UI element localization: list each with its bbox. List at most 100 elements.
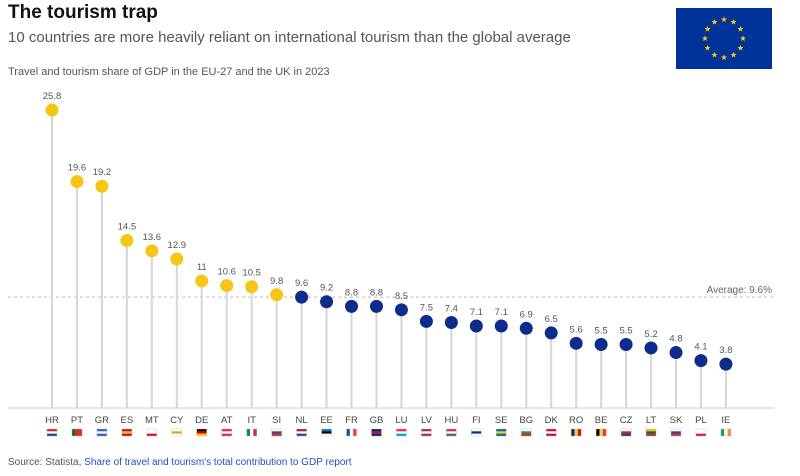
- flag-star: [720, 16, 728, 23]
- flag-star: [730, 51, 737, 58]
- tick-label-hr: HR: [45, 415, 59, 426]
- point-nl: [295, 290, 309, 304]
- eu-flag-icon: [676, 8, 772, 69]
- point-fi: [469, 319, 483, 333]
- flag-lt-icon: [645, 428, 657, 437]
- chart-subtitle: 10 countries are more heavily reliant on…: [8, 29, 571, 46]
- average-label: Average: 9.6%: [707, 285, 773, 296]
- point-de: [195, 274, 209, 288]
- tick-label-de: DE: [195, 415, 208, 426]
- flag-star: [730, 18, 737, 25]
- value-label-it: 10.5: [242, 268, 261, 279]
- tick-label-lv: LV: [421, 415, 433, 426]
- flag-star: [737, 44, 744, 51]
- flag-dk-icon: [546, 428, 557, 437]
- point-lv: [419, 314, 433, 328]
- tick-label-be: BE: [595, 415, 608, 426]
- value-label-nl: 9.6: [295, 278, 308, 289]
- tick-label-it: IT: [247, 415, 256, 426]
- flag-fr-icon: [346, 428, 357, 437]
- flag-at-icon: [221, 428, 232, 437]
- tick-label-bg: BG: [519, 415, 533, 426]
- source-prefix: Source: Statista,: [8, 457, 82, 468]
- value-label-pl: 4.1: [694, 342, 707, 353]
- tick-label-mt: MT: [145, 415, 159, 426]
- point-ee: [320, 295, 334, 309]
- value-label-mt: 13.6: [143, 232, 162, 243]
- tick-label-lu: LU: [395, 415, 407, 426]
- tick-label-dk: DK: [545, 415, 559, 426]
- tick-label-ie: IE: [721, 415, 730, 426]
- point-lt: [644, 341, 658, 355]
- flag-ro-icon: [570, 428, 582, 437]
- value-label-de: 11: [197, 262, 207, 273]
- flag-de-icon: [196, 428, 207, 437]
- point-bg: [519, 321, 533, 335]
- flag-ie-icon: [720, 428, 732, 437]
- point-ro: [569, 336, 583, 350]
- point-se: [494, 319, 508, 333]
- chart-description: Travel and tourism share of GDP in the E…: [8, 66, 330, 78]
- point-fr: [345, 299, 359, 313]
- value-label-ee: 9.2: [320, 283, 333, 294]
- flag-pl-icon: [695, 428, 707, 437]
- tick-label-lt: LT: [646, 415, 657, 426]
- tick-label-cy: CY: [170, 415, 184, 426]
- point-pl: [694, 354, 708, 368]
- value-label-lu: 8.5: [395, 291, 408, 302]
- point-hr: [45, 103, 59, 117]
- value-label-ro: 5.6: [570, 324, 583, 335]
- flag-hr-icon: [46, 428, 58, 437]
- value-label-sk: 4.8: [669, 334, 682, 345]
- value-label-be: 5.5: [595, 325, 608, 336]
- flag-gb-icon: [371, 428, 382, 437]
- tick-label-cz: CZ: [620, 415, 633, 426]
- point-gb: [369, 299, 383, 313]
- flag-es-icon: [121, 428, 133, 437]
- tick-label-pt: PT: [71, 415, 83, 426]
- tick-label-gb: GB: [370, 415, 384, 426]
- flag-fi-icon: [471, 428, 482, 437]
- tick-label-fr: FR: [345, 415, 358, 426]
- point-es: [120, 234, 134, 248]
- value-label-lv: 7.5: [420, 302, 433, 313]
- tick-label-gr: GR: [95, 415, 109, 426]
- value-label-gr: 19.2: [93, 167, 112, 178]
- tick-label-nl: NL: [296, 415, 308, 426]
- point-sk: [669, 346, 683, 360]
- value-label-hr: 25.8: [43, 91, 62, 102]
- point-cz: [619, 337, 633, 351]
- chart-title: The tourism trap: [8, 2, 158, 23]
- flag-si-icon: [271, 428, 282, 437]
- flag-nl-icon: [296, 428, 307, 437]
- flag-cy-icon: [171, 428, 183, 437]
- tick-label-at: AT: [221, 415, 233, 426]
- value-label-gb: 8.8: [370, 287, 383, 298]
- value-label-fr: 8.8: [345, 287, 358, 298]
- value-label-lt: 5.2: [644, 329, 657, 340]
- flag-cz-icon: [620, 428, 632, 437]
- flag-be-icon: [595, 428, 607, 437]
- point-mt: [145, 244, 159, 258]
- tick-label-fi: FI: [472, 415, 480, 426]
- flag-mt-icon: [146, 428, 158, 437]
- tick-label-se: SE: [495, 415, 508, 426]
- value-label-bg: 6.9: [520, 309, 533, 320]
- flag-se-icon: [496, 428, 507, 437]
- flag-it-icon: [246, 428, 257, 437]
- lollipop-chart: Average: 9.6% 25.8 19.6 19.2 14.5 13.6 12.9 11…: [8, 91, 775, 437]
- value-label-cy: 12.9: [168, 240, 187, 251]
- point-pt: [70, 175, 84, 189]
- value-label-fi: 7.1: [470, 307, 483, 318]
- point-gr: [95, 179, 109, 193]
- value-label-pt: 19.6: [68, 163, 87, 174]
- tick-label-pl: PL: [695, 415, 707, 426]
- tick-label-si: SI: [272, 415, 281, 426]
- point-it: [245, 280, 259, 294]
- point-dk: [544, 326, 558, 340]
- source-link[interactable]: Share of travel and tourism's total cont…: [84, 457, 352, 468]
- flag-hu-icon: [446, 428, 457, 437]
- point-si: [270, 288, 284, 302]
- tick-label-es: ES: [121, 415, 134, 426]
- value-label-hu: 7.4: [445, 304, 458, 315]
